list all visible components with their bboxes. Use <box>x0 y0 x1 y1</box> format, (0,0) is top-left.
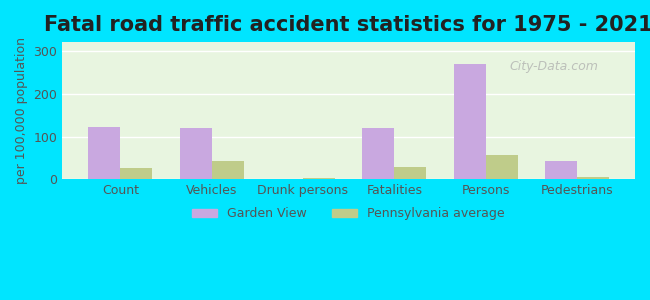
Bar <box>454 64 486 179</box>
Bar <box>577 177 609 179</box>
Bar <box>303 178 335 179</box>
Bar <box>395 167 426 179</box>
Y-axis label: per 100,000 population: per 100,000 population <box>15 37 28 184</box>
Bar <box>88 127 120 179</box>
Bar <box>362 128 395 179</box>
Bar <box>545 161 577 179</box>
Text: City-Data.com: City-Data.com <box>509 60 598 73</box>
Bar <box>179 128 212 179</box>
Bar <box>120 168 152 179</box>
Bar <box>486 155 517 179</box>
Legend: Garden View, Pennsylvania average: Garden View, Pennsylvania average <box>187 202 510 225</box>
Bar <box>212 161 244 179</box>
Title: Fatal road traffic accident statistics for 1975 - 2021: Fatal road traffic accident statistics f… <box>44 15 650 35</box>
